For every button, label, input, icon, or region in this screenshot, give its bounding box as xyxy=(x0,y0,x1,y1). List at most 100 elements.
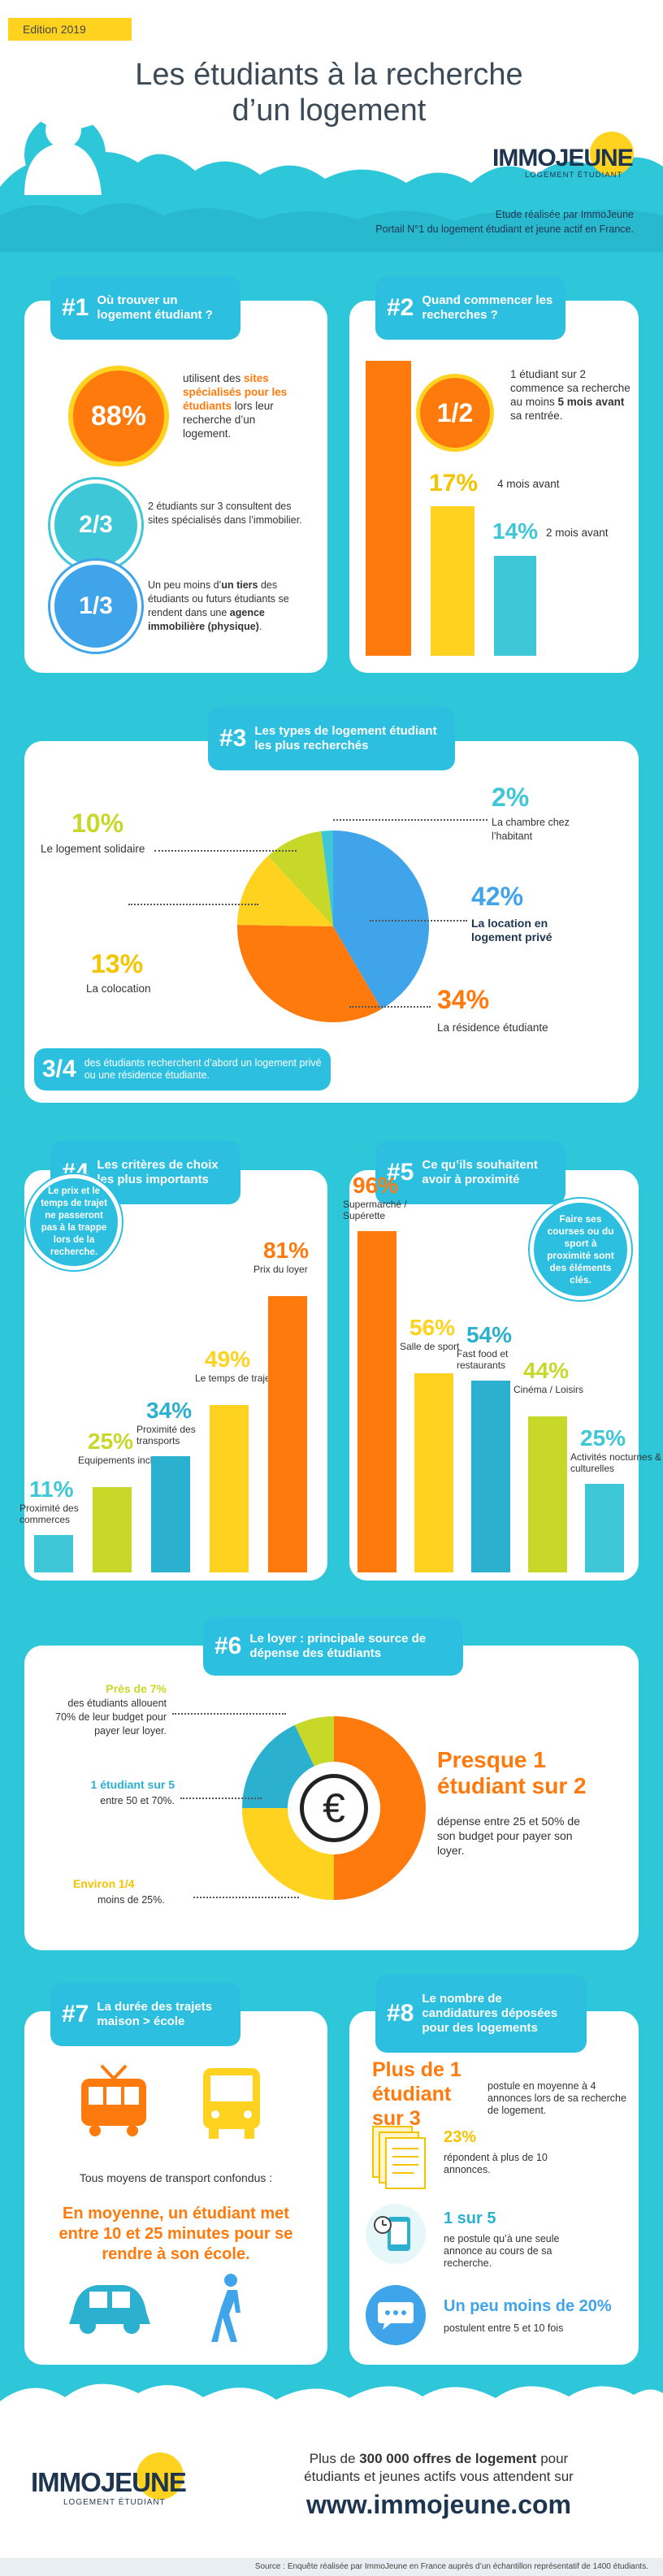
slice-chambre-pct: 2% xyxy=(492,783,530,812)
s5bars-label-4: Activités nocturnes & culturelles xyxy=(570,1451,662,1474)
title-line-2: d’un logement xyxy=(232,93,427,128)
section-6-label: #6 Le loyer : principale source de dépen… xyxy=(203,1617,463,1676)
stat-1-3-circle: 1/3 xyxy=(50,561,141,652)
stat-1-3-text: Un peu moins d’un tiers des étudiants ou… xyxy=(148,579,289,632)
section-2-title: Quand commencer les recherches ? xyxy=(422,293,553,322)
stat-23-text: répondent à plus de 10 annonces. xyxy=(444,2152,548,2175)
stat-1-2-rent-head: Presque 1 étudiant sur 2 xyxy=(437,1747,587,1798)
stat-1-4-head: Environ 1/4 xyxy=(73,1877,135,1890)
stat-1-5-apply-text: ne postule qu’à une seule annonce au cou… xyxy=(444,2233,560,2269)
stat-1-2-text: 1 étudiant sur 2 commence sa recherche a… xyxy=(510,368,630,422)
s5bars-pct-1: 56% xyxy=(410,1315,456,1340)
stat-20-text: postulent entre 5 et 10 fois xyxy=(444,2322,564,2334)
s4bars-pct-3: 49% xyxy=(205,1347,251,1373)
section-8-number: #8 xyxy=(387,2000,414,2027)
leader-1-4 xyxy=(193,1897,299,1898)
s4bars-label-1: Equipements inclus xyxy=(78,1455,163,1467)
title-line-1: Les étudiants à la recherche xyxy=(135,58,523,92)
summary-text: des étudiants recherchent d’abord un log… xyxy=(84,1057,322,1081)
immojeune-logo: IMMOJEUNE LOGEMENT ÉTUDIANT xyxy=(492,132,647,187)
stat-88-text: utilisent des sites spécialisés pour les… xyxy=(183,372,288,440)
edition-badge: Edition 2019 xyxy=(8,18,132,41)
leader-7 xyxy=(172,1713,286,1715)
stat-2-3-circle: 2/3 xyxy=(50,479,141,570)
slice-location-pct: 42% xyxy=(471,882,524,911)
slice-solidaire-label: Le logement solidaire xyxy=(41,843,145,855)
section-6-number: #6 xyxy=(214,1633,242,1659)
section-4-bubble: Le prix et le temps de trajet ne passero… xyxy=(26,1174,122,1270)
apply-head: Plus de 1 étudiant sur 3 xyxy=(372,2058,462,2130)
s5bars-label-3: Cinéma / Loisirs xyxy=(514,1383,584,1395)
leader-1-5 xyxy=(180,1798,262,1799)
section-3-label: #3 Les types de logement étudiant les pl… xyxy=(208,707,455,770)
stat-88-circle: 88% xyxy=(68,366,169,466)
euro-symbol: € xyxy=(300,1774,368,1842)
footer-logo-name: IMMOJEUNE xyxy=(31,2467,187,2497)
stat-1-5-apply-head: 1 sur 5 xyxy=(444,2210,496,2227)
bar-4-mois xyxy=(431,506,474,656)
car-icon xyxy=(69,2285,150,2334)
s5bars-label-0: Supermarché / Supérette xyxy=(343,1199,407,1221)
stat-1-4-text: moins de 25%. xyxy=(98,1894,165,1906)
stat-14-label: 2 mois avant xyxy=(546,527,609,539)
section-5-number: #5 xyxy=(387,1159,414,1186)
study-line-1: Etude réalisée par ImmoJeune xyxy=(495,209,634,220)
section-5-bubble: Faire ses courses ou du sport à proximit… xyxy=(530,1199,631,1300)
section-3-title: Les types de logement étudiant les plus … xyxy=(254,724,437,752)
pie3-slice-1 xyxy=(237,925,382,1022)
slice-residence-label: La résidence étudiante xyxy=(437,1021,548,1034)
s5bars-pct-4: 25% xyxy=(580,1425,626,1451)
leader-colocation xyxy=(128,904,258,905)
s4bars-bar-1 xyxy=(93,1487,132,1572)
slice-solidaire-pct: 10% xyxy=(72,809,124,838)
s4bars-bar-4 xyxy=(268,1296,307,1572)
s4bars-label-0: Proximité des commerces xyxy=(20,1502,79,1525)
s4bars-label-2: Proximité des transports xyxy=(136,1424,196,1447)
footer-logo: IMMOJEUNE LOGEMENT ÉTUDIANT xyxy=(31,2452,210,2509)
housing-pie-chart xyxy=(237,830,429,1022)
section-1-number: #1 xyxy=(62,294,89,321)
s5bars-bar-4 xyxy=(585,1483,624,1572)
stat-1-2-rent-text: dépense entre 25 et 50% de son budget po… xyxy=(437,1815,580,1857)
s4bars-bar-0 xyxy=(34,1534,73,1572)
stat-17-label: 4 mois avant xyxy=(497,478,560,490)
slice-colocation-label: La colocation xyxy=(86,982,151,995)
section-3-summary: 3/4 des étudiants recherchent d’abord un… xyxy=(34,1048,331,1091)
summary-fraction: 3/4 xyxy=(42,1056,76,1082)
section-7-label: #7 La durée des trajets maison > école xyxy=(50,1983,240,2046)
s4bars-pct-1: 25% xyxy=(88,1429,134,1455)
slice-chambre-label: La chambre chez l’habitant xyxy=(492,817,570,842)
pie3-slice-3 xyxy=(267,830,333,926)
cloud-decoration xyxy=(0,152,663,252)
apply-head-text: postule en moyenne à 4 annonces lors de … xyxy=(488,2080,626,2116)
s5bars-pct-0: 96% xyxy=(353,1173,399,1198)
s5bars-bar-1 xyxy=(414,1373,453,1572)
footer-url-link[interactable]: www.immojeune.com xyxy=(306,2490,571,2519)
pie3-slice-2 xyxy=(237,856,333,926)
stat-14-value: 14% xyxy=(492,518,539,544)
s5bars-label-2: Fast food et restaurants xyxy=(457,1347,509,1371)
s5bars-bar-3 xyxy=(528,1416,567,1572)
section-4-title: Les critères de choix les plus important… xyxy=(97,1158,219,1186)
footer-logo-subtitle: LOGEMENT ÉTUDIANT xyxy=(63,2498,166,2507)
study-info: Etude réalisée par ImmoJeune Portail N°1… xyxy=(325,207,634,236)
s4bars-bar-3 xyxy=(210,1405,249,1572)
stat-23-head: 23% xyxy=(444,2128,477,2146)
stat-17-value: 17% xyxy=(429,470,479,497)
section-2-label: #2 Quand commencer les recherches ? xyxy=(375,276,566,340)
page-title: Les étudiants à la recherche d’un logeme… xyxy=(65,57,593,128)
stat-2-3-text: 2 étudiants sur 3 consultent des sites s… xyxy=(148,501,302,526)
section-1-label: #1 Où trouver un logement étudiant ? xyxy=(50,276,240,340)
leader-solidaire xyxy=(154,850,297,852)
s5bars-bar-2 xyxy=(471,1380,510,1572)
graduate-icon xyxy=(24,98,118,195)
section-7-number: #7 xyxy=(62,2001,89,2027)
bar-2-mois xyxy=(494,556,536,656)
section-5-title: Ce qu’ils souhaitent avoir à proximité xyxy=(422,1158,538,1186)
documents-icon xyxy=(372,2126,426,2189)
s5bars-pct-3: 44% xyxy=(523,1357,570,1383)
slice-location-label: La location en logement privé xyxy=(471,917,552,943)
s4bars-label-3: Le temps de trajet xyxy=(195,1373,274,1385)
stat-1-2-circle: 1/2 xyxy=(416,374,494,452)
section-1-title: Où trouver un logement étudiant ? xyxy=(97,293,213,322)
